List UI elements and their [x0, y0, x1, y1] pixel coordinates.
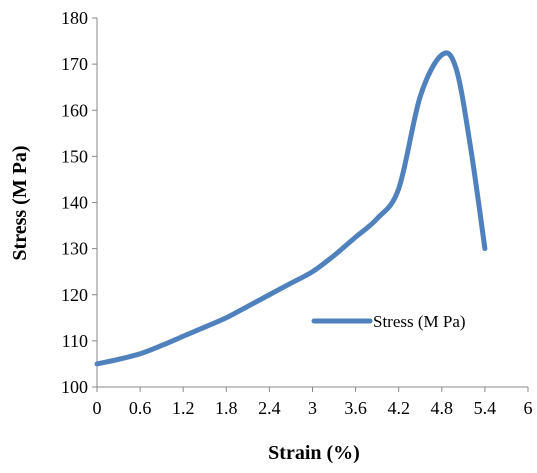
x-tick-label: 2.4	[258, 398, 281, 418]
x-tick-label: 3.6	[344, 398, 367, 418]
x-axis-title: Strain (%)	[268, 442, 360, 464]
x-tick-label: 4.8	[431, 398, 454, 418]
x-tick-label: 1.2	[172, 398, 195, 418]
x-tick-label: 4.2	[387, 398, 410, 418]
x-tick-label: 3	[308, 398, 317, 418]
y-tick-label: 180	[61, 8, 88, 28]
y-tick-label: 160	[61, 100, 88, 120]
tick-labels: 100 110 120 130 140 150 160 170 180 0 0.6 1.2 1.8 2.4…	[61, 8, 533, 418]
series-layer	[94, 50, 488, 367]
y-tick-label: 130	[61, 239, 88, 259]
x-tick-label: 1.8	[215, 398, 238, 418]
y-tick-label: 100	[61, 377, 88, 397]
x-tick-label: 0.6	[129, 398, 152, 418]
x-tick-label: 5.4	[474, 398, 497, 418]
axes	[92, 17, 529, 392]
x-tick-label: 0	[93, 398, 102, 418]
x-tick-label: 6	[524, 398, 533, 418]
y-tick-label: 140	[61, 193, 88, 213]
legend: Stress (M Pa)	[311, 312, 466, 331]
series-line-stress	[94, 50, 488, 367]
y-axis-title: Stress (M Pa)	[9, 145, 31, 260]
y-tick-label: 120	[61, 285, 88, 305]
y-tick-label: 110	[62, 331, 88, 351]
y-tick-label: 150	[61, 146, 88, 166]
legend-label: Stress (M Pa)	[373, 312, 466, 331]
y-tick-label: 170	[61, 54, 88, 74]
